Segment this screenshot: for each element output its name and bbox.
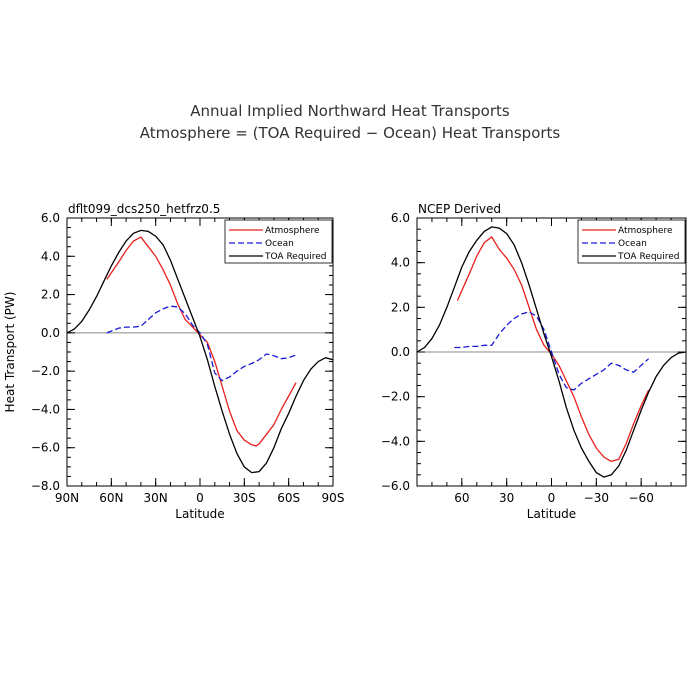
x-tick-label: 30: [499, 491, 514, 505]
legend-label: Ocean: [618, 239, 647, 249]
y-tick-label: −4.0: [31, 402, 60, 416]
series-line-atmosphere: [106, 236, 297, 447]
legend-label: TOA Required: [264, 252, 327, 262]
y-tick-label: −2.0: [381, 390, 410, 404]
series-line-atmosphere: [456, 236, 650, 463]
x-tick-label: 30S: [233, 491, 256, 505]
panel-left: 90N 60N 30N 0 30S 60S 90S 6.0 4.0 2.0 0.0 −2.0 −4.0 −…: [3, 202, 344, 521]
y-tick-label: −4.0: [381, 434, 410, 448]
legend: Atmosphere Ocean TOA Required: [224, 219, 333, 264]
y-tick-label: 6.0: [41, 211, 60, 225]
x-tick-label: 0: [196, 491, 204, 505]
legend-label: Atmosphere: [265, 226, 320, 236]
x-tick-label: 60: [454, 491, 469, 505]
figure-title-line1: Annual Implied Northward Heat Transports: [190, 102, 510, 120]
y-tick-label: −6.0: [381, 479, 410, 493]
figure-title-line2: Atmosphere = (TOA Required − Ocean) Heat…: [140, 124, 561, 142]
y-tick-label: −8.0: [31, 479, 60, 493]
legend-label: TOA Required: [617, 252, 680, 262]
legend-label: Ocean: [265, 239, 294, 249]
x-tick-label: 0: [548, 491, 556, 505]
y-tick-label: 2.0: [391, 300, 410, 314]
x-tick-label: 60N: [99, 491, 123, 505]
panel-title: NCEP Derived: [418, 202, 501, 216]
series-line-ocean: [106, 305, 297, 382]
legend-box: [224, 219, 333, 264]
y-tick-label: 0.0: [41, 326, 60, 340]
series-line-ocean: [454, 311, 650, 391]
x-tick-label: 90N: [55, 491, 79, 505]
x-axis-label: Latitude: [175, 507, 224, 521]
y-tick-label: −2.0: [31, 364, 60, 378]
y-tick-label: 0.0: [391, 345, 410, 359]
x-tick-label: 60S: [277, 491, 300, 505]
x-tick-label: 90S: [322, 491, 345, 505]
x-axis-label: Latitude: [527, 507, 576, 521]
x-tick-label: −30: [584, 491, 609, 505]
series-line-toa-required: [416, 226, 687, 478]
y-tick-label: 2.0: [41, 288, 60, 302]
y-tick-label: 4.0: [41, 249, 60, 263]
legend-label: Atmosphere: [618, 226, 673, 236]
x-tick-label: −60: [629, 491, 654, 505]
y-axis-label: Heat Transport (PW): [3, 292, 17, 413]
panel-title: dflt099_dcs250_hetfrz0.5: [68, 202, 220, 216]
panel-right: 60 30 0 −30 −60 6.0 4.0 2.0 0.0 −2.0 −4.0 −6.0 NCEP …: [381, 202, 687, 521]
series-line-toa-required: [66, 229, 334, 474]
y-tick-label: −6.0: [31, 441, 60, 455]
y-tick-label: 6.0: [391, 211, 410, 225]
legend: Atmosphere Ocean TOA Required: [577, 219, 686, 264]
y-tick-label: 4.0: [391, 256, 410, 270]
x-tick-label: 30N: [144, 491, 168, 505]
